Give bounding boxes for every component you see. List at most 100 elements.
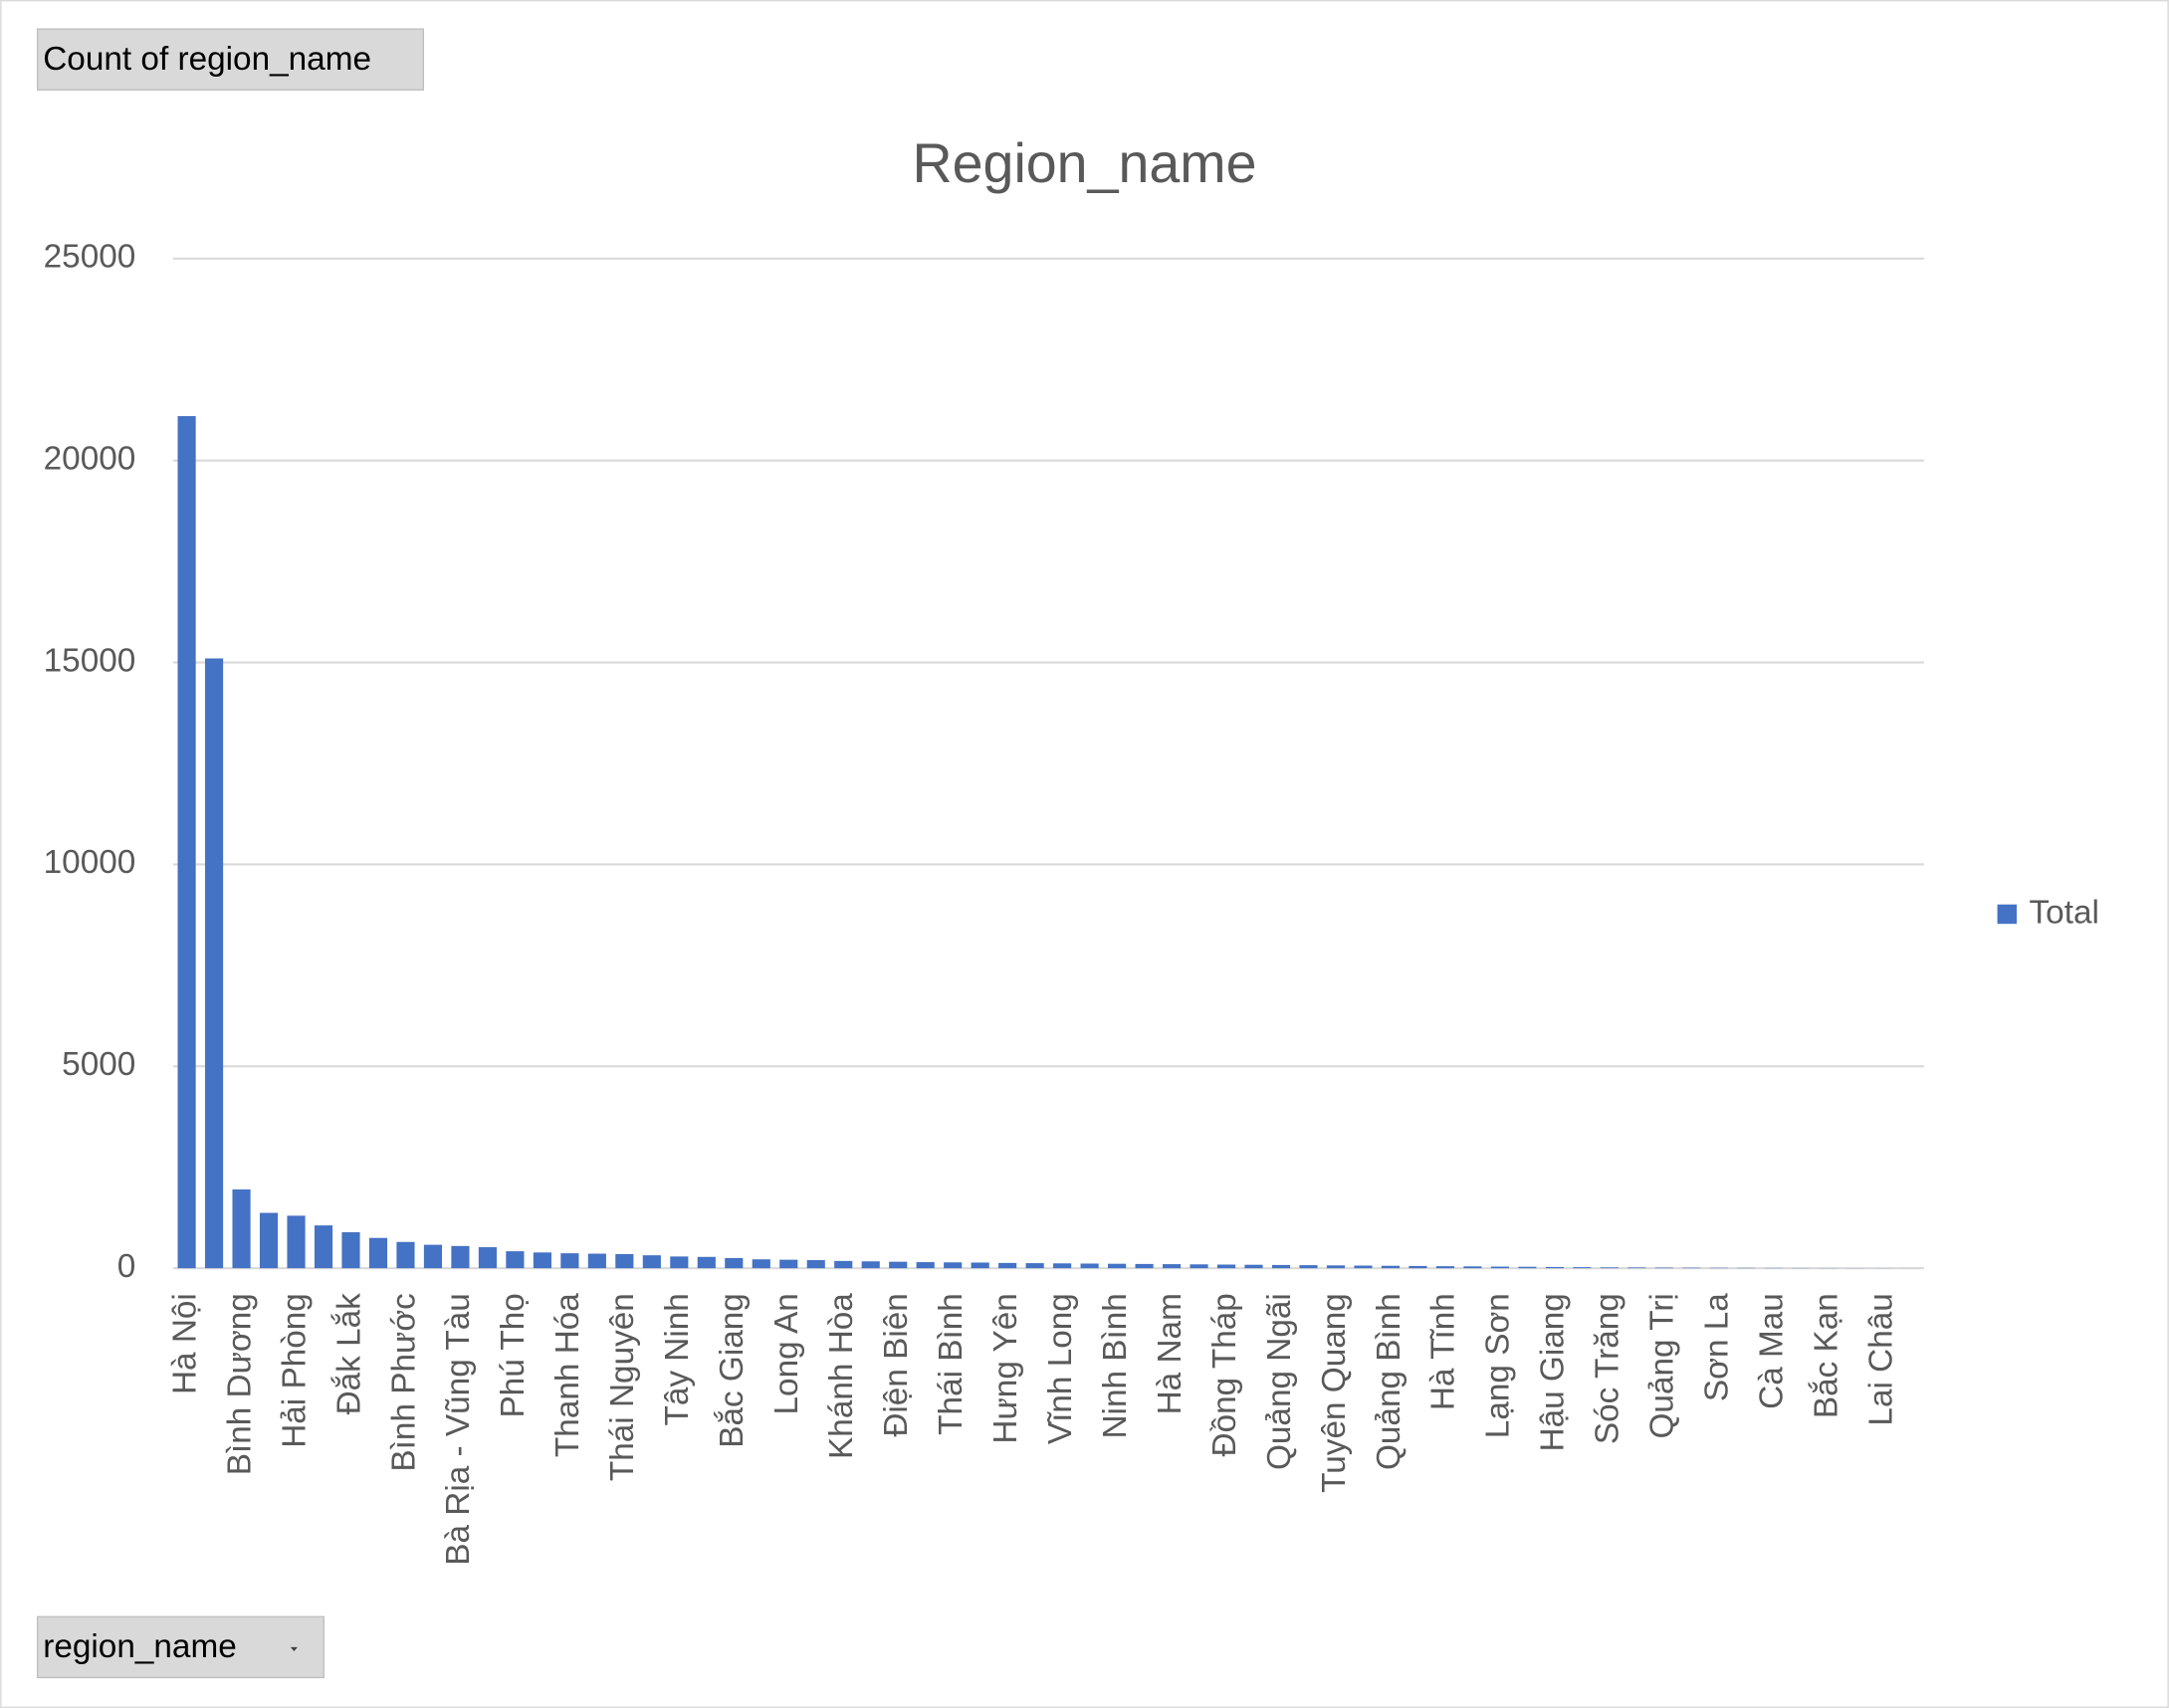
bar [670,1256,689,1269]
bar [1216,1264,1236,1269]
bar [1080,1263,1099,1269]
value-field-button[interactable] [36,28,425,92]
bar [944,1262,963,1269]
axis-field-label: region_name [43,1628,237,1665]
axis-field-button[interactable] [36,1615,325,1679]
bar [341,1232,360,1269]
x-tick-label: Hà Nội [166,1293,203,1394]
bar [889,1261,908,1269]
x-tick-label: Ninh Bình [1097,1293,1134,1438]
x-tick-label: Điện Biên [878,1293,915,1437]
y-tick-label: 5000 [62,1046,135,1083]
x-tick-label: Lai Châu [1862,1293,1899,1425]
x-tick-label: Khánh Hòa [823,1293,860,1459]
bar [1654,1267,1673,1269]
bar [752,1259,770,1269]
x-tick-label: Vĩnh Long [1042,1293,1079,1444]
legend-label: Total [2030,894,2099,931]
y-tick-label: 20000 [44,441,136,478]
x-tick-label: Tây Ninh [659,1293,696,1425]
bar [1354,1265,1373,1269]
x-tick-label: Hưng Yên [987,1293,1024,1443]
bar [998,1262,1017,1269]
bar [834,1260,853,1269]
bar [697,1256,716,1269]
bar [1162,1264,1182,1269]
bar [1381,1265,1401,1269]
x-tick-label: Sơn La [1699,1293,1736,1401]
x-tick-label: Thanh Hóa [549,1293,586,1457]
x-tick-label: Bắc Giang [713,1293,751,1448]
x-tick-label: Lạng Sơn [1480,1293,1517,1438]
bar [451,1245,470,1269]
bar [725,1258,744,1269]
x-tick-label: Hải Phòng [276,1293,313,1448]
bar [1490,1266,1509,1269]
bar [1108,1263,1127,1269]
bar [1600,1267,1619,1269]
bar [615,1253,634,1269]
x-tick-label: Bình Dương [221,1293,258,1475]
bar [779,1259,798,1269]
legend-swatch [1997,904,2018,925]
bar [1545,1266,1564,1269]
x-tick-label: Đồng Tháp [1206,1293,1243,1456]
bar [1244,1264,1263,1269]
y-tick-label: 25000 [44,239,136,276]
bar [204,658,224,1269]
bar [560,1253,579,1269]
bar [232,1189,251,1269]
bar [1299,1265,1318,1269]
x-tick-label: Quảng Ngãi [1261,1293,1298,1470]
x-tick-label: Đắk Lắk [329,1293,367,1415]
x-tick-label: Hậu Giang [1535,1293,1572,1451]
y-tick-label: 10000 [44,844,136,881]
bar [478,1247,497,1269]
bar [533,1252,551,1269]
y-tick-label: 15000 [44,642,136,679]
x-tick-label: Bà Rịa - Vũng Tàu [440,1293,477,1566]
bar [368,1237,388,1269]
bar [916,1262,935,1269]
bar [806,1260,825,1269]
bar [1463,1266,1482,1269]
bar [1518,1266,1537,1269]
y-tick-label: 0 [117,1248,136,1285]
dropdown-arrow[interactable] [290,1646,298,1652]
x-tick-label: Thái Bình [933,1293,970,1435]
bar [1573,1267,1592,1269]
x-tick-label: Long An [768,1293,805,1414]
x-tick-label: Cà Mau [1754,1293,1791,1409]
bar [314,1225,333,1269]
bar [287,1215,306,1269]
value-field-label: Count of region_name [43,41,371,78]
x-tick-label: Quảng Bình [1371,1293,1408,1470]
bar [506,1251,525,1269]
x-tick-label: Bình Phước [385,1293,422,1471]
bar [861,1261,880,1269]
x-tick-label: Thái Nguyên [604,1293,641,1481]
bar [1135,1263,1154,1269]
x-tick-label: Sóc Trăng [1590,1293,1627,1444]
bar [642,1255,661,1269]
bar [1190,1264,1208,1269]
bar [1435,1266,1454,1269]
bar [423,1244,443,1269]
bar [587,1253,606,1269]
x-tick-label: Hà Tĩnh [1425,1293,1462,1410]
bar [396,1241,415,1269]
bar [1271,1264,1291,1269]
bar [259,1212,279,1269]
x-tick-label: Tuyên Quang [1316,1293,1353,1493]
x-tick-label: Quảng Trị [1644,1293,1681,1438]
bar [177,416,196,1269]
x-tick-label: Phú Thọ [495,1293,532,1417]
bar [1053,1263,1072,1269]
x-tick-label: Hà Nam [1152,1293,1189,1414]
bar [1409,1265,1427,1269]
bar [971,1262,989,1269]
x-tick-label: Bắc Kạn [1808,1293,1845,1418]
